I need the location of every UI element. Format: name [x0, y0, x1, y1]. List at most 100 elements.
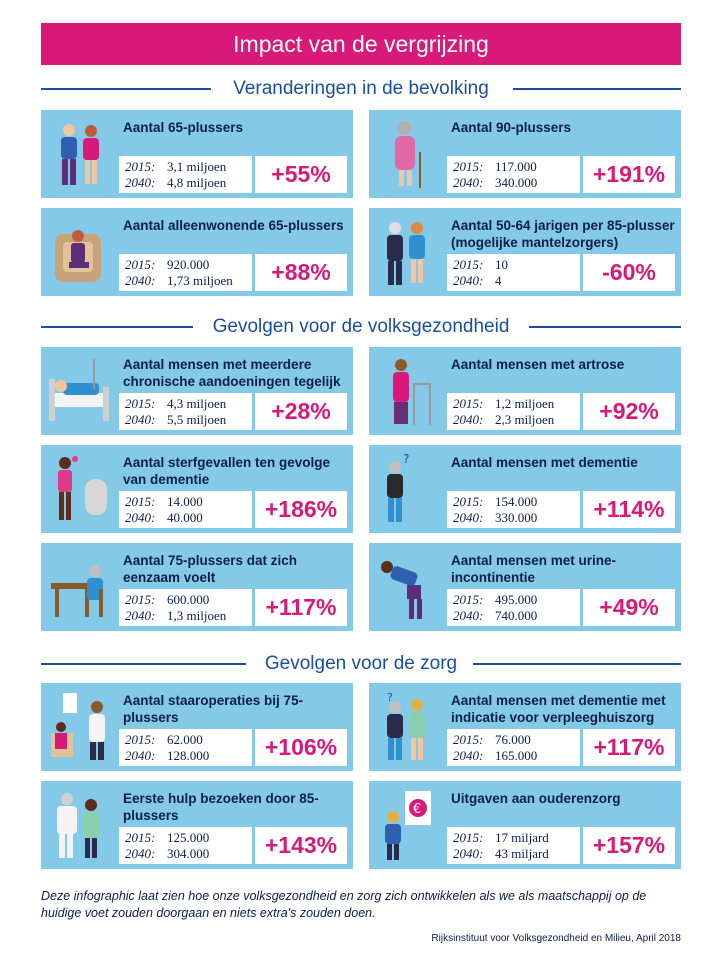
- value-2015: 1,2 miljoen: [495, 396, 555, 411]
- divider: [41, 326, 193, 328]
- year-label: 2040:: [125, 748, 156, 763]
- value-2015: 920.000: [167, 257, 210, 272]
- stat-values: 2015: 76.000 2040: 165.000: [447, 729, 580, 766]
- lonely-table-icon: [45, 549, 115, 627]
- year-label: 2015:: [453, 396, 484, 411]
- value-2040: 330.000: [495, 510, 538, 525]
- confused-man-icon: ?: [373, 451, 443, 529]
- value-2040: 40.000: [167, 510, 203, 525]
- divider: [473, 663, 681, 665]
- stat-values: 2015: 125.000 2040: 304.000: [119, 827, 252, 864]
- emergency-care-icon: [45, 787, 115, 865]
- value-2015: 3,1 miljoen: [167, 159, 227, 174]
- stat-title: Aantal 50-64 jarigen per 85-plusser (mog…: [451, 218, 675, 250]
- stat-title: Aantal 90-plussers: [451, 120, 572, 135]
- section-title: Veranderingen in de bevolking: [223, 78, 499, 99]
- svg-text:€: €: [413, 802, 421, 817]
- elderly-couple-icon: [45, 116, 115, 194]
- value-2040: 740.000: [495, 608, 538, 623]
- year-label: 2015:: [453, 257, 484, 272]
- dementia-care-icon: ?: [373, 689, 443, 767]
- stat-title: Aantal 75-plussers dat zich eenzaam voel…: [123, 553, 298, 585]
- stat-title: Uitgaven aan ouderenzorg: [451, 791, 621, 806]
- stat-values: 2015: 495.000 2040: 740.000: [447, 589, 580, 626]
- stat-values: 2015: 62.000 2040: 128.000: [119, 729, 252, 766]
- stat-title: Aantal mensen met urine-incontinentie: [451, 553, 617, 585]
- stat-card: € Uitgaven aan ouderenzorg 2015: 17 miljard…: [369, 781, 681, 869]
- year-label: 2015:: [125, 830, 156, 845]
- value-2015: 10: [495, 257, 508, 272]
- change-percentage: +49%: [583, 589, 675, 626]
- stat-values: 2015: 4,3 miljoen 2040: 5,5 miljoen: [119, 393, 252, 430]
- year-label: 2040:: [453, 846, 484, 861]
- year-label: 2040:: [125, 412, 156, 427]
- change-percentage: +143%: [255, 827, 347, 864]
- stat-card: Aantal 90-plussers 2015: 117.000 2040: 340.0…: [369, 110, 681, 198]
- change-percentage: +28%: [255, 393, 347, 430]
- year-label: 2040:: [125, 846, 156, 861]
- stat-title: Aantal sterfgevallen ten gevolge van dem…: [123, 455, 331, 487]
- year-label: 2015:: [453, 592, 484, 607]
- value-2040: 2,3 miljoen: [495, 412, 555, 427]
- stat-card: Aantal staaroperaties bij 75-plussers 201…: [41, 683, 353, 771]
- year-label: 2015:: [125, 494, 156, 509]
- stat-values: 2015: 1,2 miljoen 2040: 2,3 miljoen: [447, 393, 580, 430]
- change-percentage: +157%: [583, 827, 675, 864]
- divider: [513, 88, 681, 90]
- section-heading: Gevolgen voor de volksgezondheid: [41, 313, 681, 341]
- value-2040: 1,73 miljoen: [167, 273, 233, 288]
- value-2015: 76.000: [495, 732, 531, 747]
- year-label: 2040:: [453, 175, 484, 190]
- value-2040: 304.000: [167, 846, 210, 861]
- stat-values: 2015: 3,1 miljoen 2040: 4,8 miljoen: [119, 156, 252, 193]
- value-2015: 17 miljard: [495, 830, 549, 845]
- stat-values: 2015: 154.000 2040: 330.000: [447, 491, 580, 528]
- value-2040: 43 miljard: [495, 846, 549, 861]
- change-percentage: +186%: [255, 491, 347, 528]
- year-label: 2040:: [453, 748, 484, 763]
- stat-title: Eerste hulp bezoeken door 85-plussers: [123, 791, 319, 823]
- year-label: 2015:: [125, 257, 156, 272]
- change-percentage: +117%: [583, 729, 675, 766]
- stat-values: 2015: 14.000 2040: 40.000: [119, 491, 252, 528]
- year-label: 2015:: [125, 396, 156, 411]
- svg-text:?: ?: [387, 691, 393, 704]
- year-label: 2015:: [125, 592, 156, 607]
- stat-card: ? Aantal mensen met dementie 2015: 154.000 2…: [369, 445, 681, 533]
- change-percentage: +88%: [255, 254, 347, 291]
- section-heading: Veranderingen in de bevolking: [41, 75, 681, 103]
- change-percentage: -60%: [583, 254, 675, 291]
- value-2040: 1,3 miljoen: [167, 608, 227, 623]
- year-label: 2015:: [453, 830, 484, 845]
- hospital-bed-icon: [45, 353, 115, 431]
- value-2040: 4: [495, 273, 502, 288]
- walker-icon: [373, 353, 443, 431]
- section-heading: Gevolgen voor de zorg: [41, 650, 681, 678]
- value-2015: 4,3 miljoen: [167, 396, 227, 411]
- stat-card: Aantal alleenwonende 65-plussers 2015: 920…: [41, 208, 353, 296]
- stat-title: Aantal mensen met meerdere chronische aa…: [123, 357, 341, 389]
- year-label: 2015:: [125, 732, 156, 747]
- stat-card: ? Aantal mensen met dementie met indicati…: [369, 683, 681, 771]
- stat-values: 2015: 10 2040: 4: [447, 254, 580, 291]
- value-2015: 154.000: [495, 494, 538, 509]
- stat-card: Aantal mensen met urine-incontinentie 201…: [369, 543, 681, 631]
- value-2040: 340.000: [495, 175, 538, 190]
- section-title: Gevolgen voor de zorg: [254, 653, 468, 674]
- stat-card: Aantal sterfgevallen ten gevolge van dem…: [41, 445, 353, 533]
- grave-flower-icon: [45, 451, 115, 529]
- year-label: 2040:: [453, 273, 484, 288]
- divider: [41, 663, 246, 665]
- stat-title: Aantal 65-plussers: [123, 120, 244, 135]
- stat-values: 2015: 117.000 2040: 340.000: [447, 156, 580, 193]
- year-label: 2040:: [453, 510, 484, 525]
- stat-title: Aantal mensen met dementie met indicatie…: [451, 693, 666, 725]
- divider: [529, 326, 681, 328]
- stat-card: Eerste hulp bezoeken door 85-plussers 201…: [41, 781, 353, 869]
- year-label: 2040:: [125, 273, 156, 288]
- change-percentage: +92%: [583, 393, 675, 430]
- stat-title: Aantal alleenwonende 65-plussers: [123, 218, 344, 233]
- source-credit: Rijksinstituut voor Volksgezondheid en M…: [431, 933, 681, 944]
- change-percentage: +106%: [255, 729, 347, 766]
- elderly-woman-cane-icon: [373, 116, 443, 194]
